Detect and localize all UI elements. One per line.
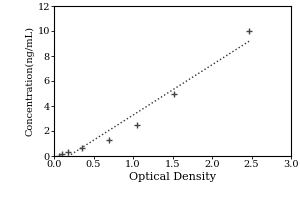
Y-axis label: Concentration(ng/mL): Concentration(ng/mL) (26, 26, 34, 136)
X-axis label: Optical Density: Optical Density (129, 172, 216, 182)
